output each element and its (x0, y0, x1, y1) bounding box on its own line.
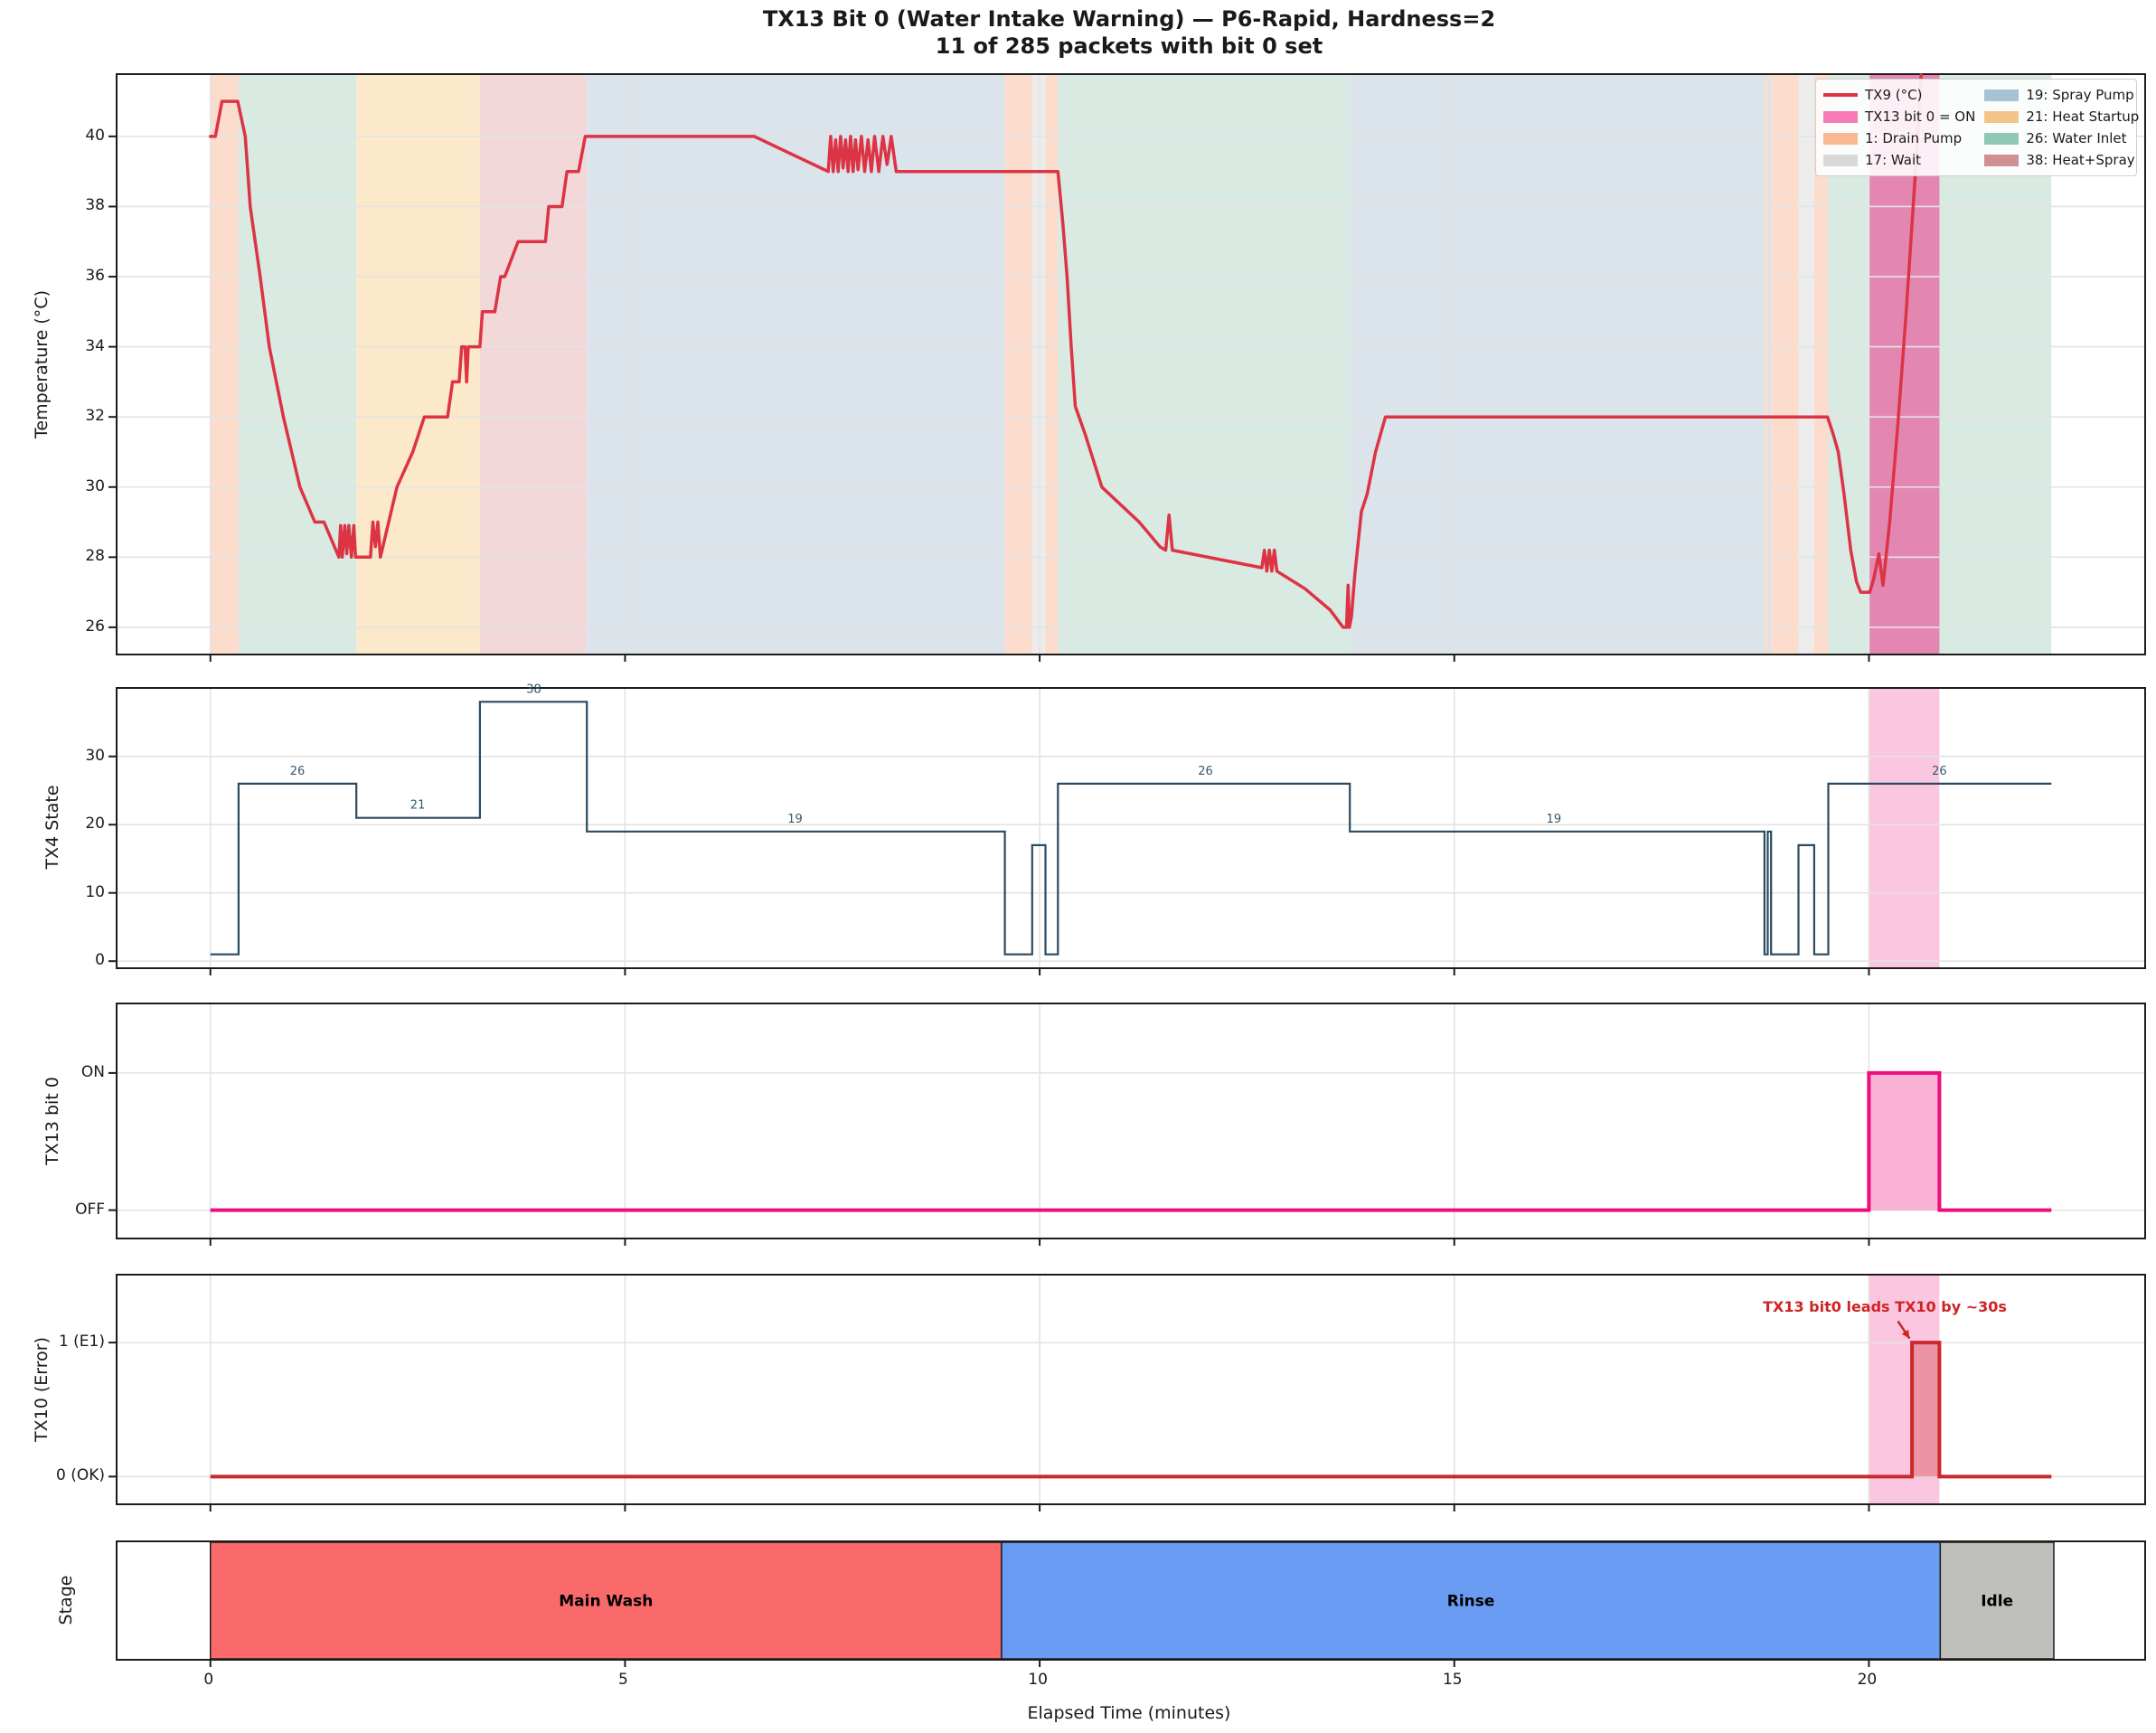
y-tick-label: 10 (85, 882, 105, 901)
y-tick-label: 30 (85, 476, 105, 495)
lead-annotation: TX13 bit0 leads TX10 by ~30s (1763, 1298, 2007, 1315)
y-tick-label: 40 (85, 126, 105, 145)
svg-text:19: 19 (787, 813, 803, 826)
y-tick-label: 30 (85, 746, 105, 765)
svg-text:21: 21 (410, 799, 426, 813)
svg-text:Idle: Idle (1981, 1593, 2013, 1611)
y-tick-label: 20 (85, 815, 105, 834)
y-tick-label: 0 (OK) (55, 1466, 105, 1485)
legend-label: 1: Drain Pump (1865, 130, 1963, 146)
legend-label: 19: Spray Pump (2026, 87, 2134, 103)
legend-item: 26: Water Inlet (1984, 128, 2139, 148)
legend-patch-swatch (1984, 132, 2019, 145)
legend-patch-swatch (1984, 89, 2019, 101)
legend-item: TX13 bit 0 = ON (1823, 107, 1975, 127)
legend-patch-swatch (1984, 154, 2019, 166)
chart-title-block: TX13 Bit 0 (Water Intake Warning) — P6-R… (116, 5, 2142, 60)
legend-label: 26: Water Inlet (2026, 130, 2127, 146)
y-axis-label-stage: Stage (56, 1575, 76, 1625)
legend-label: TX9 (°C) (1865, 87, 1923, 103)
legend: TX9 (°C) TX13 bit 0 = ON 1: Drain Pump 1… (1815, 79, 2139, 176)
y-axis-label-tx10: TX10 (Error) (32, 1337, 52, 1442)
legend-item: 38: Heat+Spray (1984, 150, 2139, 170)
tx13-bit0-panel (108, 1003, 2146, 1246)
svg-text:38: 38 (526, 683, 541, 696)
stage-panel: Main Wash Rinse Idle (116, 1540, 2146, 1667)
y-tick-label: 34 (85, 336, 105, 355)
x-tick-label: 0 (203, 1671, 214, 1689)
legend-label: 17: Wait (1865, 152, 1922, 168)
x-tick-label: 10 (1028, 1671, 1048, 1689)
legend-item: 19: Spray Pump (1984, 85, 2139, 105)
y-tick-label: OFF (75, 1200, 105, 1219)
x-tick-label: 20 (1857, 1671, 1878, 1689)
svg-text:26: 26 (1198, 765, 1213, 778)
svg-text:19: 19 (1547, 813, 1562, 826)
legend-item: 1: Drain Pump (1823, 128, 1975, 148)
legend-label: 21: Heat Startup (2026, 108, 2140, 125)
svg-text:26: 26 (1932, 765, 1947, 778)
chart-subtitle: 11 of 285 packets with bit 0 set (935, 33, 1323, 59)
svg-text:Rinse: Rinse (1447, 1593, 1495, 1611)
y-tick-label: 0 (95, 951, 105, 970)
y-tick-label: ON (80, 1062, 105, 1081)
chart-title: TX13 Bit 0 (Water Intake Warning) — P6-R… (762, 6, 1496, 32)
y-axis-label-tx13: TX13 bit 0 (42, 1077, 62, 1165)
legend-item: 21: Heat Startup (1984, 107, 2139, 127)
legend-patch-swatch (1823, 154, 1858, 166)
legend-label: 38: Heat+Spray (2026, 152, 2135, 168)
svg-text:26: 26 (290, 765, 306, 778)
legend-patch-swatch (1823, 132, 1858, 145)
legend-line-swatch (1823, 93, 1858, 97)
legend-item: 17: Wait (1823, 150, 1975, 170)
y-tick-label: 36 (85, 267, 105, 286)
y-tick-label: 32 (85, 407, 105, 426)
legend-item: TX9 (°C) (1823, 85, 1975, 105)
y-tick-label: 28 (85, 547, 105, 566)
legend-patch-swatch (1984, 110, 2019, 123)
legend-label: TX13 bit 0 = ON (1865, 108, 1976, 125)
tx10-error-panel (108, 1274, 2146, 1512)
legend-patch-swatch (1823, 110, 1858, 123)
x-axis-label: Elapsed Time (minutes) (1027, 1703, 1231, 1723)
svg-text:Main Wash: Main Wash (559, 1593, 653, 1611)
x-tick-label: 5 (617, 1671, 628, 1689)
y-tick-label: 26 (85, 617, 105, 636)
x-tick-label: 15 (1442, 1671, 1463, 1689)
y-tick-label: 38 (85, 196, 105, 215)
y-tick-label: 1 (E1) (58, 1333, 105, 1352)
tx4-state-panel: 26 21 38 19 26 19 26 (108, 683, 2146, 975)
